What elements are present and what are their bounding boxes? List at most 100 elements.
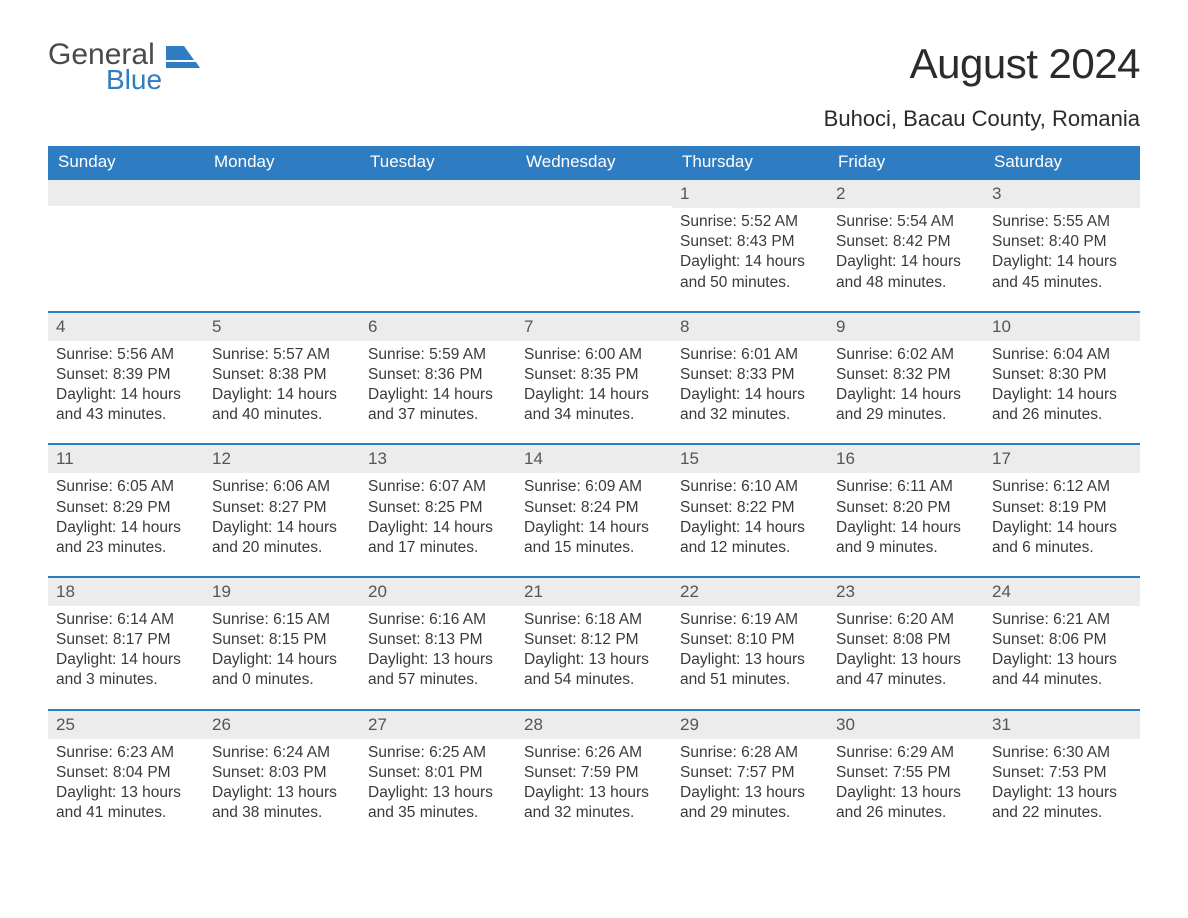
sunset-text: Sunset: 8:35 PM <box>524 365 664 385</box>
daylight-text: Daylight: 14 hours and 50 minutes. <box>680 252 820 292</box>
sunrise-text: Sunrise: 5:56 AM <box>56 345 196 365</box>
week-row: 18Sunrise: 6:14 AMSunset: 8:17 PMDayligh… <box>48 576 1140 709</box>
day-number: 3 <box>984 180 1140 208</box>
weeks-container: 1Sunrise: 5:52 AMSunset: 8:43 PMDaylight… <box>48 178 1140 841</box>
day-number: 13 <box>360 445 516 473</box>
sunset-text: Sunset: 8:40 PM <box>992 232 1132 252</box>
day-cell: 23Sunrise: 6:20 AMSunset: 8:08 PMDayligh… <box>828 578 984 709</box>
sunset-text: Sunset: 8:15 PM <box>212 630 352 650</box>
day-number <box>204 180 360 206</box>
day-cell: 17Sunrise: 6:12 AMSunset: 8:19 PMDayligh… <box>984 445 1140 576</box>
sunrise-text: Sunrise: 6:04 AM <box>992 345 1132 365</box>
day-number: 11 <box>48 445 204 473</box>
sunset-text: Sunset: 8:22 PM <box>680 498 820 518</box>
sunrise-text: Sunrise: 6:06 AM <box>212 477 352 497</box>
logo-text: General Blue <box>48 40 162 94</box>
daylight-text: Daylight: 14 hours and 34 minutes. <box>524 385 664 425</box>
sunset-text: Sunset: 8:03 PM <box>212 763 352 783</box>
sunset-text: Sunset: 8:33 PM <box>680 365 820 385</box>
title-block: August 2024 Buhoci, Bacau County, Romani… <box>824 40 1140 132</box>
day-cell: 6Sunrise: 5:59 AMSunset: 8:36 PMDaylight… <box>360 313 516 444</box>
day-number: 2 <box>828 180 984 208</box>
sunrise-text: Sunrise: 5:55 AM <box>992 212 1132 232</box>
day-number: 14 <box>516 445 672 473</box>
day-number: 28 <box>516 711 672 739</box>
sunset-text: Sunset: 8:20 PM <box>836 498 976 518</box>
daylight-text: Daylight: 14 hours and 20 minutes. <box>212 518 352 558</box>
daylight-text: Daylight: 14 hours and 15 minutes. <box>524 518 664 558</box>
sunset-text: Sunset: 8:43 PM <box>680 232 820 252</box>
daylight-text: Daylight: 14 hours and 48 minutes. <box>836 252 976 292</box>
sunset-text: Sunset: 7:57 PM <box>680 763 820 783</box>
sunrise-text: Sunrise: 6:20 AM <box>836 610 976 630</box>
day-cell: 3Sunrise: 5:55 AMSunset: 8:40 PMDaylight… <box>984 180 1140 311</box>
daylight-text: Daylight: 14 hours and 3 minutes. <box>56 650 196 690</box>
daylight-text: Daylight: 13 hours and 41 minutes. <box>56 783 196 823</box>
day-cell: 8Sunrise: 6:01 AMSunset: 8:33 PMDaylight… <box>672 313 828 444</box>
day-cell: 7 Sunrise: 6:00 AMSunset: 8:35 PMDaylight… <box>516 313 672 444</box>
week-row: 1Sunrise: 5:52 AMSunset: 8:43 PMDaylight… <box>48 178 1140 311</box>
sunset-text: Sunset: 8:27 PM <box>212 498 352 518</box>
sunset-text: Sunset: 8:29 PM <box>56 498 196 518</box>
daylight-text: Daylight: 13 hours and 35 minutes. <box>368 783 508 823</box>
daylight-text: Daylight: 13 hours and 44 minutes. <box>992 650 1132 690</box>
daylight-text: Daylight: 13 hours and 47 minutes. <box>836 650 976 690</box>
day-number: 12 <box>204 445 360 473</box>
day-cell <box>48 180 204 311</box>
day-number: 29 <box>672 711 828 739</box>
day-cell: 21Sunrise: 6:18 AMSunset: 8:12 PMDayligh… <box>516 578 672 709</box>
sunrise-text: Sunrise: 6:29 AM <box>836 743 976 763</box>
day-number: 26 <box>204 711 360 739</box>
dow-cell: Wednesday <box>516 146 672 178</box>
day-cell: 11Sunrise: 6:05 AMSunset: 8:29 PMDayligh… <box>48 445 204 576</box>
sunrise-text: Sunrise: 6:19 AM <box>680 610 820 630</box>
day-number <box>48 180 204 206</box>
day-cell: 4Sunrise: 5:56 AMSunset: 8:39 PMDaylight… <box>48 313 204 444</box>
day-cell <box>360 180 516 311</box>
day-cell: 16Sunrise: 6:11 AMSunset: 8:20 PMDayligh… <box>828 445 984 576</box>
daylight-text: Daylight: 14 hours and 6 minutes. <box>992 518 1132 558</box>
sunset-text: Sunset: 8:32 PM <box>836 365 976 385</box>
sunset-text: Sunset: 8:38 PM <box>212 365 352 385</box>
day-cell: 5Sunrise: 5:57 AMSunset: 8:38 PMDaylight… <box>204 313 360 444</box>
sunrise-text: Sunrise: 6:30 AM <box>992 743 1132 763</box>
sunrise-text: Sunrise: 6:28 AM <box>680 743 820 763</box>
day-cell: 20Sunrise: 6:16 AMSunset: 8:13 PMDayligh… <box>360 578 516 709</box>
sunset-text: Sunset: 8:12 PM <box>524 630 664 650</box>
week-row: 11Sunrise: 6:05 AMSunset: 8:29 PMDayligh… <box>48 443 1140 576</box>
daylight-text: Daylight: 14 hours and 37 minutes. <box>368 385 508 425</box>
sunrise-text: Sunrise: 6:25 AM <box>368 743 508 763</box>
sunset-text: Sunset: 8:08 PM <box>836 630 976 650</box>
sunset-text: Sunset: 8:19 PM <box>992 498 1132 518</box>
day-number: 17 <box>984 445 1140 473</box>
day-number: 18 <box>48 578 204 606</box>
day-number: 7 <box>516 313 672 341</box>
day-cell: 30Sunrise: 6:29 AMSunset: 7:55 PMDayligh… <box>828 711 984 842</box>
dow-cell: Saturday <box>984 146 1140 178</box>
sunset-text: Sunset: 8:06 PM <box>992 630 1132 650</box>
day-cell: 2Sunrise: 5:54 AMSunset: 8:42 PMDaylight… <box>828 180 984 311</box>
day-cell: 28Sunrise: 6:26 AMSunset: 7:59 PMDayligh… <box>516 711 672 842</box>
day-cell: 14Sunrise: 6:09 AMSunset: 8:24 PMDayligh… <box>516 445 672 576</box>
day-cell: 24Sunrise: 6:21 AMSunset: 8:06 PMDayligh… <box>984 578 1140 709</box>
daylight-text: Daylight: 14 hours and 43 minutes. <box>56 385 196 425</box>
sunset-text: Sunset: 8:10 PM <box>680 630 820 650</box>
sunset-text: Sunset: 7:55 PM <box>836 763 976 783</box>
sunset-text: Sunset: 8:01 PM <box>368 763 508 783</box>
day-cell: 27 Sunrise: 6:25 AMSunset: 8:01 PMDayligh… <box>360 711 516 842</box>
day-number: 20 <box>360 578 516 606</box>
calendar: SundayMondayTuesdayWednesdayThursdayFrid… <box>48 146 1140 841</box>
sunrise-text: Sunrise: 5:54 AM <box>836 212 976 232</box>
day-number: 30 <box>828 711 984 739</box>
sunset-text: Sunset: 8:25 PM <box>368 498 508 518</box>
day-number: 31 <box>984 711 1140 739</box>
day-cell <box>516 180 672 311</box>
sunrise-text: Sunrise: 6:00 AM <box>524 345 664 365</box>
dow-cell: Tuesday <box>360 146 516 178</box>
sunrise-text: Sunrise: 6:11 AM <box>836 477 976 497</box>
sunrise-text: Sunrise: 6:15 AM <box>212 610 352 630</box>
sunrise-text: Sunrise: 6:07 AM <box>368 477 508 497</box>
header: General Blue August 2024 Buhoci, Bacau C… <box>48 40 1140 132</box>
day-number: 27 <box>360 711 516 739</box>
day-number: 5 <box>204 313 360 341</box>
